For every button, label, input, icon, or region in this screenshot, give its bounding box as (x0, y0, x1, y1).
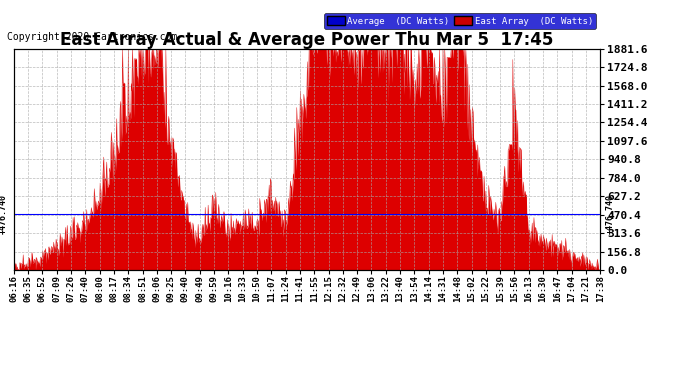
Legend: Average  (DC Watts), East Array  (DC Watts): Average (DC Watts), East Array (DC Watts… (324, 13, 595, 28)
Text: +476.740: +476.740 (606, 194, 615, 234)
Title: East Array Actual & Average Power Thu Mar 5  17:45: East Array Actual & Average Power Thu Ma… (60, 31, 554, 49)
Text: +476.740: +476.740 (0, 194, 8, 234)
Text: Copyright 2020 Cartronics.com: Copyright 2020 Cartronics.com (7, 32, 177, 42)
